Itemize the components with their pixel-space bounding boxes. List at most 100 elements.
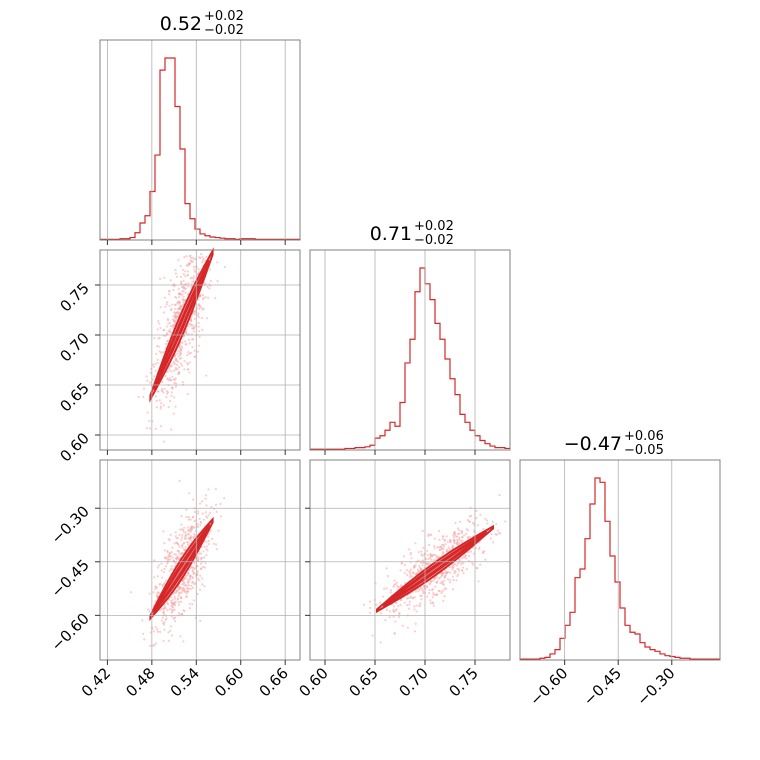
scatter-point	[443, 595, 446, 598]
scatter-point	[475, 516, 478, 520]
scatter-point	[186, 368, 189, 371]
scatter-point	[407, 607, 411, 610]
scatter-point	[427, 534, 430, 538]
scatter-point	[193, 268, 196, 271]
scatter-point	[460, 541, 463, 544]
scatter-point	[187, 338, 191, 341]
scatter-point	[442, 535, 445, 538]
scatter-point	[160, 607, 164, 611]
scatter-point	[192, 275, 196, 278]
x-tick-label: 0.60	[211, 664, 247, 700]
scatter-point	[200, 261, 204, 264]
scatter-point	[188, 492, 191, 495]
scatter-point	[449, 571, 452, 574]
scatter-point	[169, 330, 172, 333]
scatter-point	[168, 569, 171, 572]
scatter-point	[203, 566, 206, 569]
scatter-point	[432, 579, 435, 582]
scatter-point	[211, 537, 214, 540]
scatter-point	[421, 588, 424, 591]
scatter-point	[170, 611, 173, 614]
scatter-point	[192, 277, 195, 280]
scatter-point	[368, 606, 372, 610]
scatter-point	[408, 548, 411, 551]
scatter-point	[432, 591, 435, 594]
scatter-point	[142, 632, 145, 635]
scatter-point	[165, 579, 168, 582]
scatter-point	[169, 558, 172, 561]
scatter-point	[188, 342, 191, 345]
scatter-point	[191, 525, 194, 528]
scatter-point	[447, 571, 450, 574]
scatter-point	[178, 292, 181, 296]
scatter-point	[176, 542, 180, 545]
y-tick-label: 0.65	[56, 379, 92, 415]
scatter-point	[193, 535, 196, 538]
x-tick-label: 0.42	[78, 664, 114, 700]
scatter-point	[193, 349, 196, 353]
scatter-point	[177, 295, 181, 299]
scatter-point	[174, 321, 177, 324]
scatter-point	[171, 318, 174, 321]
contour-level-3-1-2	[390, 535, 480, 603]
scatter-point	[175, 275, 179, 278]
scatter-point	[462, 572, 465, 575]
scatter-point	[157, 564, 161, 567]
scatter-point	[153, 337, 156, 340]
scatter-point	[189, 518, 192, 521]
scatter-point	[159, 306, 162, 309]
y-tick-label: 0.60	[56, 429, 92, 465]
scatter-point	[203, 545, 206, 548]
scatter-point	[415, 610, 418, 613]
panel-frame-2-1	[309, 459, 511, 661]
scatter-point	[188, 602, 191, 605]
scatter-point	[168, 368, 171, 371]
scatter-point	[154, 427, 157, 430]
scatter-point	[393, 605, 396, 608]
scatter-point	[191, 260, 194, 263]
scatter-point	[491, 520, 494, 523]
scatter-point	[163, 628, 166, 631]
scatter-point	[388, 610, 391, 613]
scatter-point	[409, 551, 412, 555]
scatter-point	[202, 294, 205, 297]
scatter-point	[441, 581, 444, 584]
scatter-point	[446, 578, 450, 581]
scatter-point	[429, 553, 432, 556]
scatter-point	[184, 330, 187, 334]
scatter-point	[207, 514, 210, 517]
scatter-point	[158, 277, 162, 280]
scatter-point	[166, 300, 169, 304]
x-tick-label: 0.54	[167, 664, 203, 700]
scatter-point	[163, 296, 167, 299]
scatter-point	[190, 324, 193, 327]
scatter-point	[421, 564, 424, 567]
scatter-point	[436, 593, 439, 596]
scatter-point	[469, 550, 473, 553]
contour-level-3-0-1	[157, 269, 206, 381]
scatter-point	[186, 354, 189, 357]
scatter-point	[402, 555, 406, 558]
scatter-point	[142, 387, 146, 390]
scatter-point	[149, 644, 152, 647]
scatter-point	[199, 521, 202, 524]
scatter-point	[417, 590, 420, 593]
scatter-point	[177, 550, 180, 553]
scatter-point	[187, 363, 190, 366]
scatter-point	[427, 592, 431, 595]
scatter-point	[208, 268, 212, 271]
scatter-point	[451, 566, 455, 569]
scatter-point	[419, 566, 422, 569]
scatter-point	[190, 584, 193, 587]
scatter-point	[422, 546, 425, 549]
grid-layer	[100, 40, 673, 660]
y-tick-label: −0.60	[48, 609, 93, 654]
scatter-point	[180, 305, 183, 308]
scatter-point	[196, 307, 199, 310]
scatter-point	[145, 427, 148, 430]
scatter-point	[441, 553, 444, 557]
scatter-point	[170, 365, 173, 368]
scatter-point	[142, 395, 145, 398]
scatter-point	[181, 290, 184, 293]
scatter-point	[174, 556, 178, 560]
